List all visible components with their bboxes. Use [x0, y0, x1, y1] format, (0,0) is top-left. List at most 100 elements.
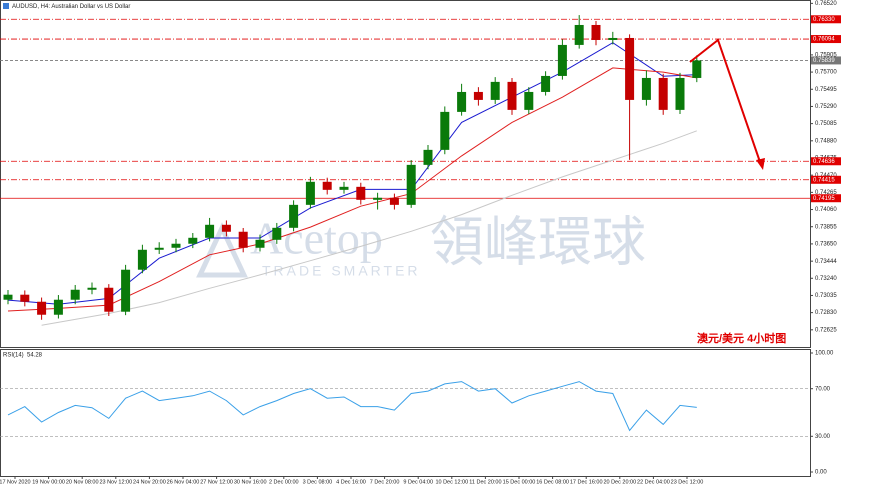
candle-body	[440, 111, 450, 150]
y-tick-label: 0.74060	[815, 207, 837, 213]
main-panel-frame	[0, 0, 811, 348]
y-tick-label: 0.75905	[815, 52, 837, 58]
candle-body	[3, 294, 13, 300]
watermark-logo	[196, 222, 248, 278]
forecast-arrow	[689, 38, 765, 170]
level-label-box	[811, 35, 841, 44]
x-tick-label: 2 Dec 00:00	[269, 479, 299, 485]
candle-body	[121, 269, 131, 312]
candle-body	[507, 81, 517, 110]
candle-body	[137, 249, 147, 270]
x-tick-label: 9 Dec 04:00	[403, 479, 433, 485]
x-tick-label: 3 Dec 08:00	[303, 479, 333, 485]
candle-body	[641, 77, 651, 100]
watermark-tagline: TRADE SMARTER	[262, 263, 421, 279]
candle-body	[608, 37, 618, 40]
candle-body	[356, 186, 366, 200]
level-label-box	[811, 56, 841, 65]
y-tick-label: 0.72625	[815, 327, 837, 333]
x-tick-label: 26 Nov 04:00	[167, 479, 200, 485]
annotation: 澳元/美元 4小时图	[697, 331, 786, 345]
x-tick-label: 4 Dec 16:00	[336, 479, 366, 485]
candle-body	[70, 289, 80, 300]
x-tick-label: 10 Dec 12:00	[435, 479, 468, 485]
candle-body	[490, 81, 500, 100]
candle-body	[53, 299, 63, 315]
candle-body	[423, 149, 433, 165]
candle-body	[20, 294, 30, 302]
watermark-chinese: 領峰環球	[430, 212, 646, 272]
candle-body	[188, 237, 198, 244]
x-tick-label: 23 Nov 12:00	[99, 479, 132, 485]
y-tick-label: 0.73855	[815, 224, 837, 230]
candle-body	[289, 204, 299, 228]
candle-body	[541, 75, 551, 92]
candle-body	[574, 24, 584, 45]
candle-body	[457, 91, 467, 112]
candle-body	[373, 197, 383, 200]
level-label: 0.74636	[813, 159, 835, 165]
y-tick-label: 70.00	[815, 386, 831, 392]
candle-body	[104, 287, 114, 312]
y-tick-label: 100.00	[815, 351, 834, 357]
rsi-panel-frame	[0, 349, 811, 477]
x-tick-label: 19 Nov 00:00	[32, 479, 65, 485]
candle-body	[205, 224, 215, 238]
candle-body	[524, 91, 534, 110]
level-label-box	[811, 157, 841, 166]
y-tick-label: 0.73650	[815, 241, 837, 247]
arrow-head	[756, 158, 765, 170]
level-label-box	[811, 194, 841, 203]
level-label-box	[811, 175, 841, 184]
x-tick-label: 23 Dec 12:00	[671, 479, 704, 485]
x-tick-label: 30 Nov 16:00	[234, 479, 267, 485]
rsi-line	[7, 381, 697, 432]
level-label: 0.74415	[813, 177, 835, 183]
candle-body	[557, 44, 567, 76]
y-tick-label: 0.75700	[815, 70, 837, 76]
symbol-icon	[3, 3, 9, 9]
y-tick-label: 0.75495	[815, 87, 837, 93]
x-tick-label: 16 Dec 08:00	[536, 479, 569, 485]
level-label: 0.74195	[813, 196, 835, 202]
x-tick-label: 17 Dec 16:00	[570, 479, 603, 485]
x-tick-label: 11 Dec 20:00	[469, 479, 501, 485]
y-tick-label: 0.00	[815, 470, 827, 476]
candle-body	[389, 197, 399, 205]
level-label-box	[811, 15, 841, 24]
plot: 0.765200.763150.761100.759050.757000.754…	[0, 1, 841, 485]
candle-body	[37, 301, 47, 315]
candle-body	[406, 164, 416, 205]
candle-body	[154, 247, 164, 250]
candle-body	[272, 227, 282, 240]
x-tick-label: 7 Dec 20:00	[370, 479, 400, 485]
level-label: 0.76330	[813, 17, 835, 23]
y-tick-label: 30.00	[815, 434, 831, 440]
candle-body	[658, 77, 668, 110]
candle-body	[171, 243, 181, 248]
chart-title: AUDUSD, H4: Australian Dollar vs US Doll…	[12, 4, 130, 10]
candle-body	[625, 37, 635, 100]
candle-body	[339, 186, 349, 190]
x-tick-label: 24 Nov 20:00	[133, 479, 166, 485]
y-tick-label: 0.76520	[815, 1, 837, 7]
y-tick-label: 0.74470	[815, 173, 837, 179]
candle-body	[675, 77, 685, 110]
x-tick-label: 20 Nov 08:00	[66, 479, 99, 485]
y-tick-label: 0.74880	[815, 138, 837, 144]
moving-average	[41, 130, 697, 326]
x-tick-label: 15 Dec 00:00	[503, 479, 536, 485]
candle-body	[87, 287, 97, 290]
y-tick-label: 0.75290	[815, 104, 837, 110]
rsi-title: RSI(14)	[3, 353, 24, 359]
candle-body	[221, 224, 231, 232]
candle-body	[305, 181, 315, 205]
candle-body	[692, 60, 702, 78]
y-tick-label: 0.73240	[815, 276, 837, 282]
y-tick-label: 0.72830	[815, 310, 837, 316]
y-tick-label: 0.74265	[815, 190, 837, 196]
arrow-line	[689, 38, 761, 163]
candle-body	[591, 24, 601, 40]
